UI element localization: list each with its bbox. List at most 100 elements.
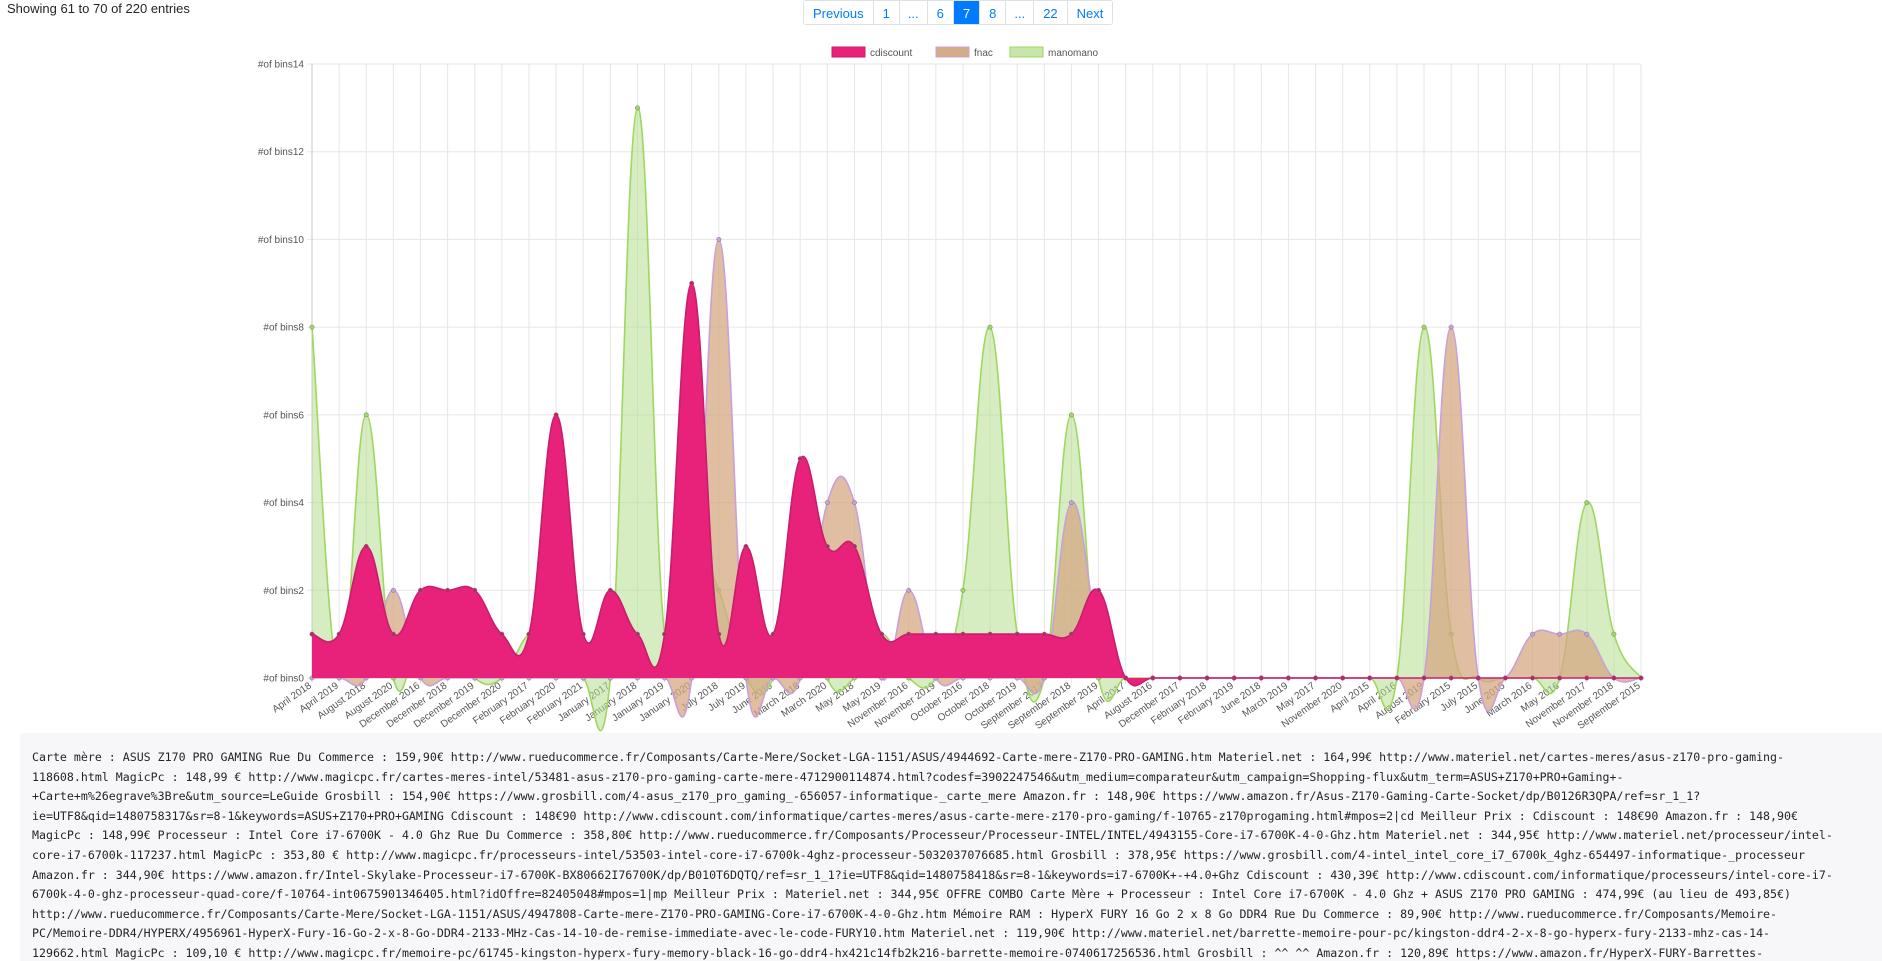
y-tick-label: #of bins0 (263, 674, 304, 685)
data-point-cdiscount (607, 587, 613, 593)
data-point-manomano (1611, 631, 1617, 637)
data-point-cdiscount (1096, 587, 1102, 593)
data-point-fnac (716, 236, 722, 242)
legend-label-cdiscount: cdiscount (870, 48, 912, 59)
data-point-manomano (1421, 324, 1427, 330)
data-point-cdiscount (1638, 675, 1644, 681)
data-point-cdiscount (1041, 631, 1047, 637)
series-line-cdiscount (311, 282, 1641, 687)
entries-info: Showing 61 to 70 of 220 entries (7, 1, 190, 16)
data-point-cdiscount (1475, 675, 1481, 681)
data-point-cdiscount (1502, 675, 1508, 681)
data-point-fnac (1448, 324, 1454, 330)
legend-swatch-manomano (1009, 46, 1044, 58)
code-line: +Carte+m%26egrave%3Bre&utm_source=LeGuid… (32, 789, 1701, 804)
code-line: ie=UTF8&qid=1480758317&sr=8-1&keywords=A… (32, 808, 1798, 823)
data-point-cdiscount (689, 280, 695, 286)
code-line: MagicPc : 148,99€ Processeur : Intel Cor… (32, 828, 1833, 843)
data-point-cdiscount (851, 543, 857, 549)
data-point-cdiscount (1394, 675, 1400, 681)
data-point-cdiscount (1584, 675, 1590, 681)
data-point-cdiscount (580, 631, 586, 637)
page-ellipsis-right: ... (1005, 1, 1034, 24)
data-point-fnac (906, 587, 912, 593)
data-point-manomano (363, 412, 369, 418)
legend-label-fnac: fnac (974, 48, 993, 59)
code-line: PC/Memoire-DDR4/HYPERX/4956961-HyperX-Fu… (32, 926, 1771, 941)
page-previous-button[interactable]: Previous (804, 1, 873, 24)
data-point-cdiscount (553, 412, 559, 418)
data-point-cdiscount (879, 631, 885, 637)
page-7-button[interactable]: 7 (952, 1, 980, 24)
legend-label-manomano: manomano (1048, 48, 1098, 59)
data-point-fnac (851, 500, 857, 506)
series-cdiscount (309, 280, 1644, 687)
page-next-button[interactable]: Next (1066, 1, 1113, 24)
data-point-cdiscount (1258, 675, 1264, 681)
data-point-cdiscount (1014, 631, 1020, 637)
y-tick-label: #of bins8 (263, 323, 304, 334)
data-point-cdiscount (363, 543, 369, 549)
data-point-fnac (1557, 631, 1563, 637)
page-ellipsis-left: ... (898, 1, 927, 24)
code-line: 118608.html MagicPc : 148,99 € http://ww… (32, 769, 1624, 784)
price-comparison-text: Carte mère : ASUS Z170 PRO GAMING Rue Du… (20, 733, 1882, 961)
code-line: core-i7-6700k-117237.html MagicPc : 353,… (32, 847, 1805, 862)
data-point-cdiscount (662, 631, 668, 637)
data-point-cdiscount (336, 631, 342, 637)
data-point-cdiscount (797, 456, 803, 462)
data-point-fnac (1584, 631, 1590, 637)
legend-swatch-fnac (935, 46, 970, 58)
page-22-button[interactable]: 22 (1033, 1, 1067, 24)
page-6-button[interactable]: 6 (926, 1, 953, 24)
data-point-cdiscount (445, 587, 451, 593)
data-point-cdiscount (933, 631, 939, 637)
data-point-cdiscount (1557, 675, 1563, 681)
data-point-cdiscount (390, 631, 396, 637)
data-point-cdiscount (743, 543, 749, 549)
y-tick-label: #of bins14 (258, 60, 305, 71)
data-point-manomano (309, 324, 315, 330)
legend: cdiscount fnac manomano (831, 46, 1098, 59)
data-point-cdiscount (987, 631, 993, 637)
data-point-cdiscount (1068, 631, 1074, 637)
data-point-manomano (1584, 500, 1590, 506)
data-point-cdiscount (1231, 675, 1237, 681)
data-point-cdiscount (770, 631, 776, 637)
data-point-cdiscount (1611, 675, 1617, 681)
data-point-fnac (824, 500, 830, 506)
data-point-cdiscount (906, 631, 912, 637)
data-point-manomano (635, 105, 640, 111)
code-line: Carte mère : ASUS Z170 PRO GAMING Rue Du… (32, 750, 1784, 764)
data-point-cdiscount (824, 543, 830, 549)
page-1-button[interactable]: 1 (872, 1, 899, 24)
series-area-cdiscount (312, 283, 1641, 686)
price-bins-chart: #of bins0 #of bins2 #of bins4 #of bins6 #of … (258, 46, 1644, 732)
data-point-cdiscount (1530, 675, 1535, 681)
y-tick-label: #of bins6 (263, 410, 304, 421)
data-point-cdiscount (960, 631, 966, 637)
data-point-cdiscount (1448, 675, 1454, 681)
code-line: 129662.html MagicPc : 109,10 € http://ww… (32, 945, 1764, 960)
data-point-cdiscount (1340, 675, 1346, 681)
data-point-cdiscount (526, 631, 532, 637)
code-line: Amazon.fr : 344,90€ https://www.amazon.f… (32, 867, 1833, 882)
pagination: Previous 1 ... 6 7 8 ... 22 Next (803, 0, 1114, 25)
data-point-cdiscount (1204, 675, 1210, 681)
page-8-button[interactable]: 8 (979, 1, 1006, 24)
data-point-cdiscount (1313, 675, 1318, 681)
data-point-cdiscount (1285, 675, 1291, 681)
data-point-cdiscount (499, 631, 505, 637)
y-tick-label: #of bins10 (258, 235, 305, 246)
data-point-cdiscount (1367, 675, 1373, 681)
y-tick-label: #of bins4 (263, 498, 304, 509)
data-point-manomano (1068, 412, 1074, 418)
data-point-fnac (390, 587, 396, 593)
y-tick-label: #of bins12 (258, 147, 305, 158)
data-point-fnac (1068, 500, 1074, 506)
data-point-cdiscount (309, 631, 315, 637)
data-point-cdiscount (1150, 675, 1156, 681)
price-comparison-lines: Carte mère : ASUS Z170 PRO GAMING Rue Du… (32, 748, 1870, 961)
y-tick-label: #of bins2 (263, 586, 304, 597)
data-point-cdiscount (1177, 675, 1183, 681)
